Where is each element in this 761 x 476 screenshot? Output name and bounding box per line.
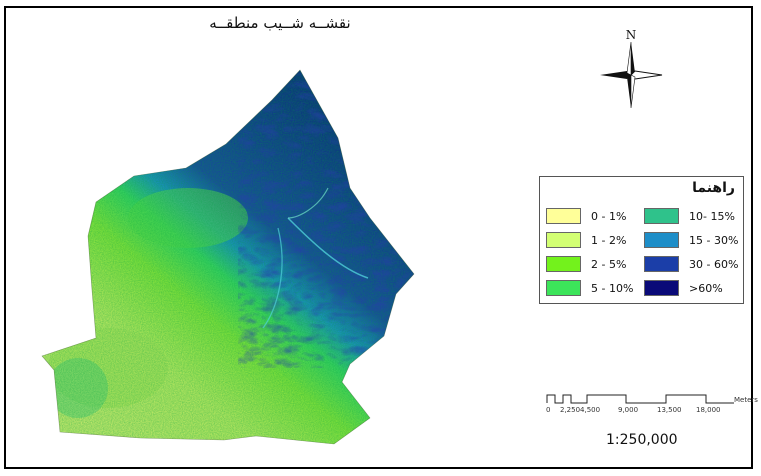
legend-swatch: [644, 232, 679, 248]
map-legend: راهنما 0 - 1% 1 - 2% 2 - 5% 5 - 10% 10- …: [539, 176, 744, 304]
legend-title: راهنما: [692, 180, 735, 196]
legend-item: 15 - 30%: [644, 231, 738, 249]
legend-swatch: [546, 256, 581, 272]
scale-unit-label: Meters: [734, 396, 758, 404]
scale-tick-label: 18,000: [696, 406, 721, 414]
legend-item: 0 - 1%: [546, 207, 626, 225]
north-arrow: N: [598, 28, 664, 110]
legend-label: 1 - 2%: [591, 233, 627, 247]
north-label: N: [625, 28, 637, 42]
legend-label: 10- 15%: [689, 209, 735, 223]
legend-item: 10- 15%: [644, 207, 735, 225]
compass-icon: [600, 41, 663, 109]
legend-label: 15 - 30%: [689, 233, 739, 247]
scale-bar-graphic: [546, 394, 734, 404]
scale-tick-label: 13,500: [657, 406, 682, 414]
legend-label: 0 - 1%: [591, 209, 627, 223]
legend-swatch: [644, 256, 679, 272]
legend-label: 2 - 5%: [591, 257, 627, 271]
legend-label: 30 - 60%: [689, 257, 739, 271]
legend-label: >60%: [689, 281, 723, 295]
map-title: نقشــه شــیب منطقــه: [209, 14, 351, 32]
legend-item: 2 - 5%: [546, 255, 626, 273]
scale-tick-label: 2,2504,500: [560, 406, 601, 414]
legend-item: 30 - 60%: [644, 255, 738, 273]
legend-swatch: [546, 232, 581, 248]
legend-item: 5 - 10%: [546, 279, 633, 297]
legend-label: 5 - 10%: [591, 281, 634, 295]
legend-swatch: [546, 208, 581, 224]
slope-map: [41, 69, 415, 445]
scale-ratio: 1:250,000: [606, 432, 678, 448]
scale-bar: 0 2,2504,500 9,000 13,500 18,000 Meters: [546, 390, 758, 424]
legend-swatch: [644, 280, 679, 296]
legend-swatch: [546, 280, 581, 296]
legend-item: >60%: [644, 279, 723, 297]
scale-tick-label: 0: [546, 406, 551, 414]
scale-tick-label: 9,000: [618, 406, 639, 414]
legend-item: 1 - 2%: [546, 231, 626, 249]
legend-swatch: [644, 208, 679, 224]
